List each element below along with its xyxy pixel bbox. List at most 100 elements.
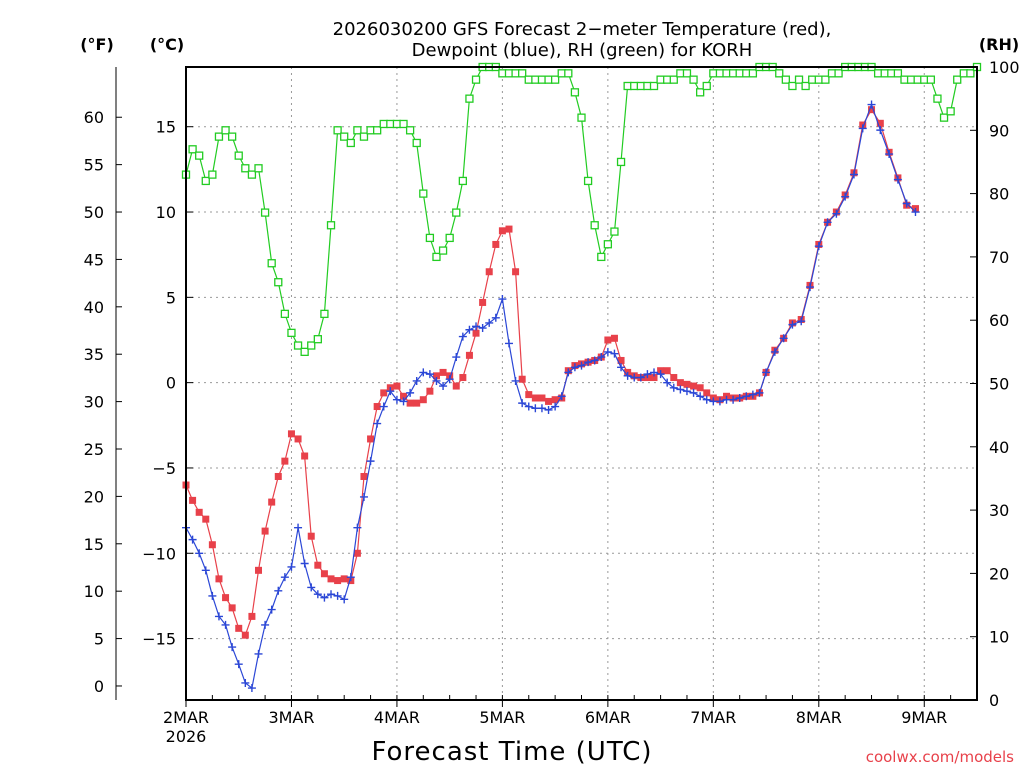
rh-tick-label: 20 xyxy=(989,564,1009,583)
rh-point xyxy=(333,126,342,135)
rh-point xyxy=(577,113,586,122)
rh-point xyxy=(425,233,435,243)
temperature-point xyxy=(202,515,210,523)
dewpoint-point xyxy=(893,175,902,184)
rh-point xyxy=(227,132,237,141)
fahrenheit-tick-label: 0 xyxy=(94,677,104,696)
dewpoint-point xyxy=(412,376,421,385)
dewpoint-point xyxy=(485,318,494,327)
dewpoint-point xyxy=(379,402,388,411)
dewpoint-point xyxy=(340,595,349,604)
celsius-tick-label: 5 xyxy=(166,288,176,307)
dewpoint-point xyxy=(478,324,487,333)
rh-tick-label: 80 xyxy=(989,185,1009,204)
dewpoint-point xyxy=(902,199,911,208)
series-rh xyxy=(181,62,982,357)
rh-point xyxy=(794,75,804,84)
series-dewpoint xyxy=(182,100,920,693)
rh-point xyxy=(465,94,474,103)
dewpoint-point xyxy=(300,559,309,568)
fahrenheit-tick-label: 10 xyxy=(84,582,104,601)
dewpoint-point xyxy=(307,583,316,592)
dewpoint-point xyxy=(491,313,500,322)
x-tick-label: 9MAR xyxy=(901,708,947,727)
celsius-tick-label: −15 xyxy=(142,630,176,649)
temperature-point xyxy=(406,399,414,407)
rh-point xyxy=(254,164,263,173)
dewpoint-point xyxy=(814,242,823,251)
dewpoint-point xyxy=(195,549,204,558)
dewpoint-point xyxy=(544,405,553,414)
rh-point xyxy=(946,107,955,116)
temperature-point xyxy=(373,403,381,411)
rh-tick-label: 10 xyxy=(989,628,1009,647)
dewpoint-point xyxy=(603,347,612,356)
temperature-point xyxy=(512,268,520,276)
rh-point xyxy=(221,126,230,135)
rh-point xyxy=(834,69,843,78)
dewpoint-point xyxy=(770,347,779,356)
rh-point xyxy=(458,176,468,186)
temperature-point xyxy=(261,527,269,535)
temperature-point xyxy=(215,575,223,583)
rh-point xyxy=(234,151,243,160)
dewpoint-point xyxy=(188,535,197,544)
temperature-point xyxy=(690,382,698,390)
temperature-point xyxy=(696,384,704,392)
temperature-point xyxy=(617,356,625,364)
dewpoint-point xyxy=(214,612,223,621)
rh-point xyxy=(300,347,309,357)
temperature-point xyxy=(703,389,711,397)
temperature-point xyxy=(452,382,460,390)
rh-tick-label: 30 xyxy=(989,501,1009,520)
rh-point xyxy=(307,341,316,350)
dewpoint-point xyxy=(294,523,303,532)
temperature-point xyxy=(419,396,427,404)
fahrenheit-tick-label: 55 xyxy=(84,156,104,175)
dewpoint-point xyxy=(676,385,685,394)
rh-point xyxy=(801,81,810,91)
rh-point xyxy=(933,94,942,103)
dewpoint-point xyxy=(320,593,329,602)
rh-point xyxy=(689,75,698,84)
rh-point xyxy=(405,126,415,135)
temperature-point xyxy=(498,227,506,235)
dewpoint-point xyxy=(663,378,672,387)
rh-point xyxy=(616,157,626,167)
rh-point xyxy=(267,259,276,268)
temperature-point xyxy=(208,541,216,549)
temperature-point xyxy=(604,336,612,344)
dewpoint-point xyxy=(445,375,454,384)
temperature-point xyxy=(314,561,322,569)
dewpoint-point xyxy=(656,370,665,379)
fahrenheit-tick-label: 60 xyxy=(84,108,104,127)
fahrenheit-tick-label: 35 xyxy=(84,345,104,364)
dewpoint-point xyxy=(511,376,520,385)
temperature-point xyxy=(334,577,342,585)
rh-point xyxy=(603,240,613,249)
dewpoint-point xyxy=(313,590,322,599)
dewpoint-point xyxy=(419,368,428,377)
temperature-point xyxy=(413,399,421,407)
dewpoint-point xyxy=(823,218,832,227)
dewpoint-point xyxy=(267,605,276,614)
dewpoint-point xyxy=(373,419,382,428)
temperature-point xyxy=(432,372,440,380)
rh-point xyxy=(597,252,606,262)
fahrenheit-tick-label: 25 xyxy=(84,440,104,459)
rh-tick-label: 50 xyxy=(989,375,1009,394)
rh-point xyxy=(346,138,355,148)
dewpoint-point xyxy=(228,643,237,652)
temperature-point xyxy=(228,604,236,612)
fahrenheit-tick-label: 5 xyxy=(94,630,104,649)
dewpoint-point xyxy=(392,395,401,404)
temperature-point xyxy=(426,387,434,395)
x-tick-label: 2MAR xyxy=(163,708,209,727)
dewpoint-point xyxy=(261,620,270,629)
temperature-point xyxy=(268,498,276,506)
dewpoint-point xyxy=(274,586,283,595)
celsius-unit-label: (°C) xyxy=(150,35,184,54)
rh-tick-label: 0 xyxy=(989,691,999,710)
dewpoint-point xyxy=(570,363,579,372)
rh-point xyxy=(260,208,270,217)
